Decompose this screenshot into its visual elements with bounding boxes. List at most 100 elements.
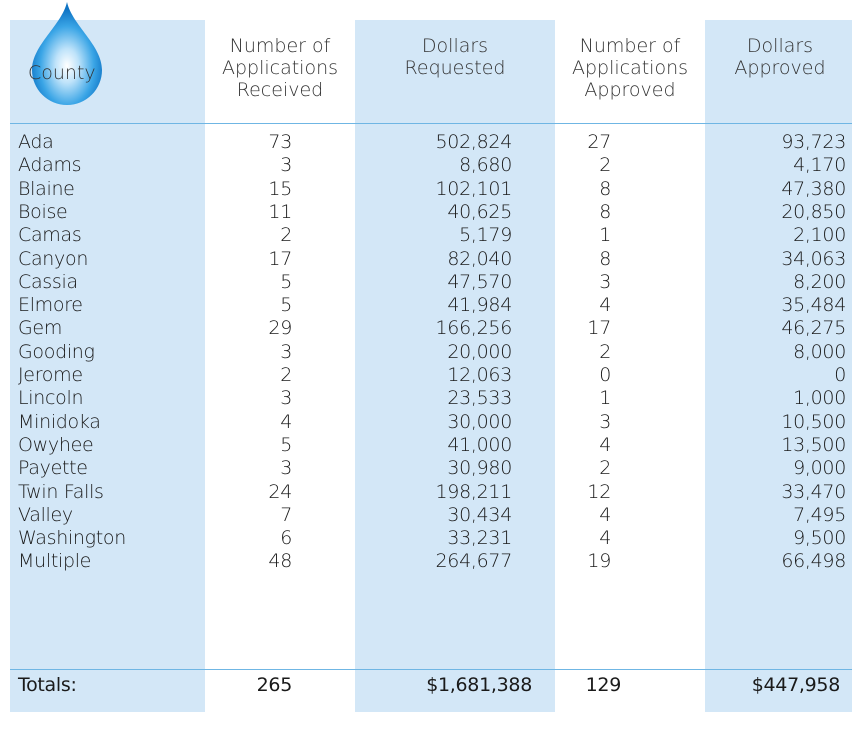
table-cell: 30,000 [447,410,512,433]
table-cell: 0 [834,364,846,386]
table-cell: 2 [280,364,292,386]
totals-cell: 129 [585,674,622,696]
table-cell: Adams [18,154,82,177]
table-cell: 11 [268,200,292,223]
totals-cell: Totals: [18,674,77,696]
table-cell: Blaine [18,177,75,200]
table-cell: Elmore [18,294,83,317]
water-drop-icon [32,2,102,105]
table-cell: 2 [599,457,611,480]
table-cell: 48 [268,550,292,573]
table-cell: 2 [599,154,611,177]
table-cell: Ada [18,131,54,153]
table-cell: 7 [280,503,292,526]
column-band [705,20,852,712]
table-cell: 47,570 [447,270,512,293]
table-cell: 29 [268,317,292,340]
table-cell: 198,211 [435,480,513,503]
table-cell: 166,256 [435,317,513,340]
table-cell: 13,500 [781,433,846,456]
column-header: Dollars Approved [734,35,826,79]
table-cell: 8,680 [459,154,512,177]
table-cell: 4 [599,433,611,456]
table-cell: 20,850 [781,200,846,223]
table-cell: 8,000 [793,340,846,363]
table-cell: 264,677 [435,550,513,573]
table-cell: 30,434 [447,503,512,526]
table-cell: 0 [599,364,611,386]
table-cell: 40,625 [447,200,512,223]
table-cell: 2 [599,340,611,363]
table-cell: 1 [599,224,611,247]
table-cell: 33,231 [447,527,512,550]
column-header: Number of Applications Approved [571,35,689,101]
table-cell: 73 [268,131,292,153]
table-cell: 12,063 [447,364,512,386]
column-band [10,20,205,712]
table-cell: 8 [599,177,611,200]
column-header: County [28,62,96,84]
table-cell: 5,179 [459,224,512,247]
table-cell: 2,100 [793,224,846,247]
table-cell: 33,470 [781,480,846,503]
table-cell: 41,000 [447,433,512,456]
table-cell: 2 [280,224,292,247]
table-cell: 24 [268,480,292,503]
table-cell: Twin Falls [18,480,104,503]
table-cell: 12 [587,480,611,503]
table-cell: 3 [599,410,611,433]
table-cell: 35,484 [781,294,846,317]
totals-cell: 265 [256,674,293,696]
table-cell: 34,063 [781,247,846,270]
table-cell: 46,275 [781,317,846,340]
table-cell: Valley [18,503,73,526]
totals-rule [10,669,852,670]
table-cell: 82,040 [447,247,512,270]
table-cell: 3 [280,387,292,410]
table-cell: 17 [587,317,611,340]
table-cell: 3 [280,154,292,177]
table-cell: 4 [280,410,292,433]
table-cell: 4 [599,527,611,550]
table-cell: 23,533 [447,387,512,410]
table-cell: 17 [268,247,292,270]
table-cell: Lincoln [18,387,84,410]
table-cell: 66,498 [781,550,846,573]
table-cell: Multiple [18,550,92,573]
table-cell: 3 [280,457,292,480]
table-cell: 5 [280,294,292,317]
table-cell: 41,984 [447,294,512,317]
column-header: Number of Applications Received [221,35,339,101]
table-cell: 5 [280,433,292,456]
table-cell: Canyon [18,247,89,270]
table-cell: 6 [280,527,292,550]
table-cell: 4,170 [793,154,846,177]
totals-cell: $447,958 [751,674,841,696]
table-cell: Gooding [18,340,95,363]
table-cell: 3 [280,340,292,363]
table-cell: 102,101 [435,177,513,200]
table-cell: 93,723 [781,131,846,153]
table-cell: 3 [599,270,611,293]
table-cell: 4 [599,294,611,317]
table-cell: 15 [268,177,292,200]
table-cell: 7,495 [793,503,846,526]
table-cell: 8,200 [793,270,846,293]
table-cell: 47,380 [781,177,846,200]
table-cell: 9,000 [793,457,846,480]
totals-cell: $1,681,388 [426,674,532,696]
column-band [355,20,555,712]
table-cell: 19 [587,550,611,573]
table-cell: 5 [280,270,292,293]
table-cell: 8 [599,200,611,223]
column-header: Dollars Requested [404,35,506,79]
table-cell: 502,824 [435,131,513,153]
table-cell: 10,500 [781,410,846,433]
table-cell: 9,500 [793,527,846,550]
table-cell: Owyhee [18,433,94,456]
table-cell: Payette [18,457,88,480]
table-cell: Camas [18,224,82,247]
table-cell: Boise [18,200,68,223]
table-cell: 4 [599,503,611,526]
